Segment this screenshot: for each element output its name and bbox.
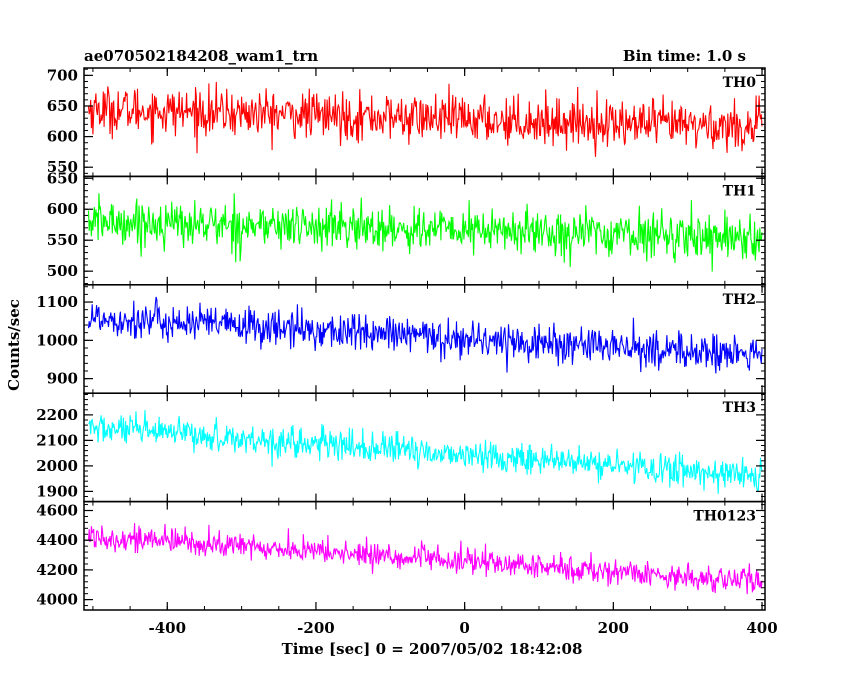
y-tick-label: 2100	[36, 431, 78, 449]
x-tick-label: 400	[746, 619, 777, 637]
y-tick-label: 900	[47, 370, 78, 388]
series-line-th1	[87, 193, 763, 272]
y-tick-label: 550	[47, 231, 78, 249]
panel-th2: 900 1000 1100 TH2	[36, 284, 766, 394]
y-tick-label: 650	[47, 97, 78, 115]
y-tick-label: 1900	[36, 482, 78, 500]
panel-label-th0123: TH0123	[693, 509, 756, 525]
panel-th0123: 4000 4200 4400 4600 TH0123	[36, 500, 766, 611]
y-tick-label: 1000	[36, 331, 78, 349]
panel-frame	[83, 500, 766, 611]
y-tick-label: 500	[47, 262, 78, 280]
panel-label-th1: TH1	[723, 183, 756, 199]
panel-th1: 500 550 600 650 TH1	[47, 169, 766, 286]
chart-title: ae070502184208_wam1_trn	[84, 47, 318, 65]
y-tick-label: 650	[47, 169, 78, 187]
x-tick-label: 200	[598, 619, 629, 637]
y-tick-label: 2000	[36, 457, 78, 475]
y-tick-label: 600	[47, 128, 78, 146]
x-axis-label: Time [sec] 0 = 2007/05/02 18:42:08	[282, 640, 583, 658]
panel-frame	[83, 392, 766, 503]
y-tick-label: 550	[47, 158, 78, 176]
series-line-th0123	[87, 523, 763, 595]
x-tick-label: -200	[297, 619, 335, 637]
panel-frame	[83, 284, 766, 394]
y-tick-label: 4200	[36, 561, 78, 579]
series-line-th2	[87, 296, 763, 374]
panel-label-th2: TH2	[723, 292, 756, 308]
y-tick-label: 700	[47, 66, 78, 84]
y-tick-label: 4400	[36, 531, 78, 549]
y-tick-label: 4600	[36, 502, 78, 520]
x-tick-label: -400	[148, 619, 186, 637]
y-tick-label: 4000	[36, 591, 78, 609]
panel-label-th0: TH0	[723, 75, 757, 91]
series-line-th0	[87, 81, 763, 157]
panel-label-th3: TH3	[723, 400, 756, 416]
y-tick-label: 1100	[36, 293, 78, 311]
y-tick-label: 2200	[36, 406, 78, 424]
panels-group: 550 600 650 700 TH0 500 550 600 650 TH1 900 1000 110…	[36, 66, 777, 637]
series-line-th3	[88, 410, 763, 494]
y-axis-label: Counts/sec	[5, 299, 23, 391]
bin-time-label: Bin time: 1.0 s	[623, 47, 746, 65]
x-tick-label: 0	[459, 619, 469, 637]
panel-th3: 1900 2000 2100 2200 TH3	[36, 392, 766, 503]
y-tick-label: 600	[47, 200, 78, 218]
panel-th0: 550 600 650 700 TH0	[47, 66, 766, 178]
